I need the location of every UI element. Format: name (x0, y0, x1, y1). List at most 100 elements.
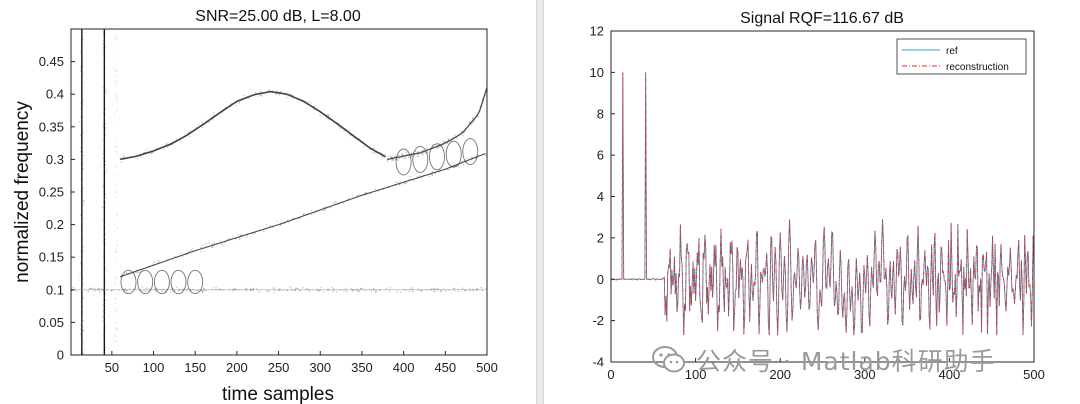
tf-energy-dot (332, 290, 334, 292)
tf-noise-dot (79, 274, 81, 275)
signal-ytick-label: 8 (597, 106, 604, 121)
tf-energy-dot (437, 146, 439, 148)
tf-energy-dot (157, 148, 159, 150)
tf-energy-dot (172, 143, 174, 145)
tf-energy-dot (417, 176, 419, 178)
tf-noise-dot (102, 173, 104, 175)
tf-energy-dot (124, 290, 126, 292)
tf-energy-dot (461, 130, 463, 132)
tf-energy-dot (349, 133, 351, 135)
tf-noise-dot (102, 334, 104, 336)
tf-energy-dot (448, 169, 450, 171)
tf-energy-dot (455, 164, 457, 166)
tf-ytick-label: 0.45 (39, 54, 64, 69)
tf-energy-dot (410, 152, 412, 154)
tf-energy-dot (201, 121, 203, 124)
tf-ytick-label: 0.35 (39, 119, 64, 134)
tf-energy-dot (202, 289, 205, 291)
tf-energy-dot (215, 287, 217, 289)
tf-energy-dot (376, 151, 378, 153)
tf-noise-dot (115, 82, 117, 84)
tf-energy-dot (448, 289, 450, 291)
tf-energy-dot (214, 288, 216, 291)
tf-noise-dot (82, 262, 83, 264)
tf-noise-dot (103, 168, 105, 170)
tf-energy-dot (212, 119, 214, 121)
tf-noise-dot (103, 302, 105, 304)
tf-xlabel: time samples (222, 384, 334, 404)
tf-energy-dot (287, 221, 289, 223)
tf-energy-dot (462, 131, 464, 133)
tf-energy-dot (390, 157, 392, 159)
tf-noise-dot (115, 247, 116, 249)
tf-noise-dot (116, 350, 118, 352)
tf-energy-dot (204, 121, 207, 123)
tf-energy-dot (225, 106, 228, 108)
tf-noise-dot (116, 251, 118, 253)
tf-energy-dot (75, 290, 78, 293)
signal-xtick-label: 0 (607, 367, 614, 382)
tf-energy-dot (472, 121, 474, 123)
tf-energy-dot (268, 226, 270, 228)
tf-noise-dot (116, 214, 118, 216)
tf-noise-dot (115, 277, 117, 279)
tf-energy-dot (401, 153, 403, 155)
tf-energy-dot (102, 289, 104, 291)
tf-energy-dot (161, 291, 163, 293)
tf-energy-dot (349, 135, 352, 137)
tf-energy-dot (272, 226, 274, 228)
tf-noise-dot (103, 55, 104, 57)
tf-interference-loop (429, 143, 445, 171)
tf-energy-dot (147, 151, 150, 154)
tf-energy-dot (465, 289, 467, 291)
tf-energy-dot (433, 171, 435, 174)
tf-energy-dot (365, 193, 367, 195)
tf-energy-dot (380, 155, 382, 157)
tf-energy-dot (125, 271, 127, 273)
tf-energy-dot (126, 290, 128, 292)
tf-noise-dot (102, 153, 104, 155)
tf-energy-dot (398, 158, 400, 160)
tf-energy-dot (471, 121, 473, 123)
tf-noise-dot (116, 257, 118, 259)
tf-energy-dot (272, 90, 274, 92)
tf-noise-dot (80, 315, 82, 316)
tf-energy-dot (94, 290, 96, 292)
tf-energy-dot (178, 256, 180, 258)
tf-noise-dot (116, 328, 118, 329)
tf-energy-dot (324, 208, 326, 210)
tf-energy-dot (259, 94, 261, 96)
tf-energy-dot (352, 195, 354, 197)
tf-energy-dot (317, 290, 319, 292)
tf-noise-dot (82, 75, 84, 77)
watermark: 公众号 · Matlab科研助手 (652, 342, 996, 378)
tf-energy-dot (205, 243, 207, 245)
tf-noise-dot (82, 155, 84, 157)
tf-energy-dot (201, 291, 203, 293)
tf-energy-dot (336, 291, 338, 293)
tf-energy-dot (124, 158, 126, 160)
tf-energy-dot (178, 288, 180, 290)
tf-noise-dot (104, 67, 106, 69)
tf-energy-dot (446, 168, 448, 170)
tf-energy-dot (454, 287, 456, 289)
tf-energy-dot (275, 90, 277, 93)
tf-energy-dot (382, 156, 384, 158)
tf-energy-dot (238, 99, 240, 101)
tf-energy-dot (192, 247, 194, 249)
tf-energy-dot (306, 102, 308, 104)
tf-energy-dot (226, 238, 228, 240)
tf-energy-dot (383, 157, 385, 159)
tf-energy-dot (407, 153, 409, 155)
tf-energy-dot (155, 290, 157, 292)
tf-energy-dot (303, 100, 305, 102)
tf-energy-dot (365, 193, 367, 195)
tf-energy-dot (125, 289, 127, 292)
legend-recon-label: reconstruction (946, 62, 1009, 73)
tf-energy-dot (315, 109, 317, 111)
tf-noise-dot (104, 304, 105, 305)
tf-energy-dot (368, 146, 370, 148)
tf-energy-dot (391, 157, 393, 159)
tf-noise-dot (81, 232, 83, 234)
